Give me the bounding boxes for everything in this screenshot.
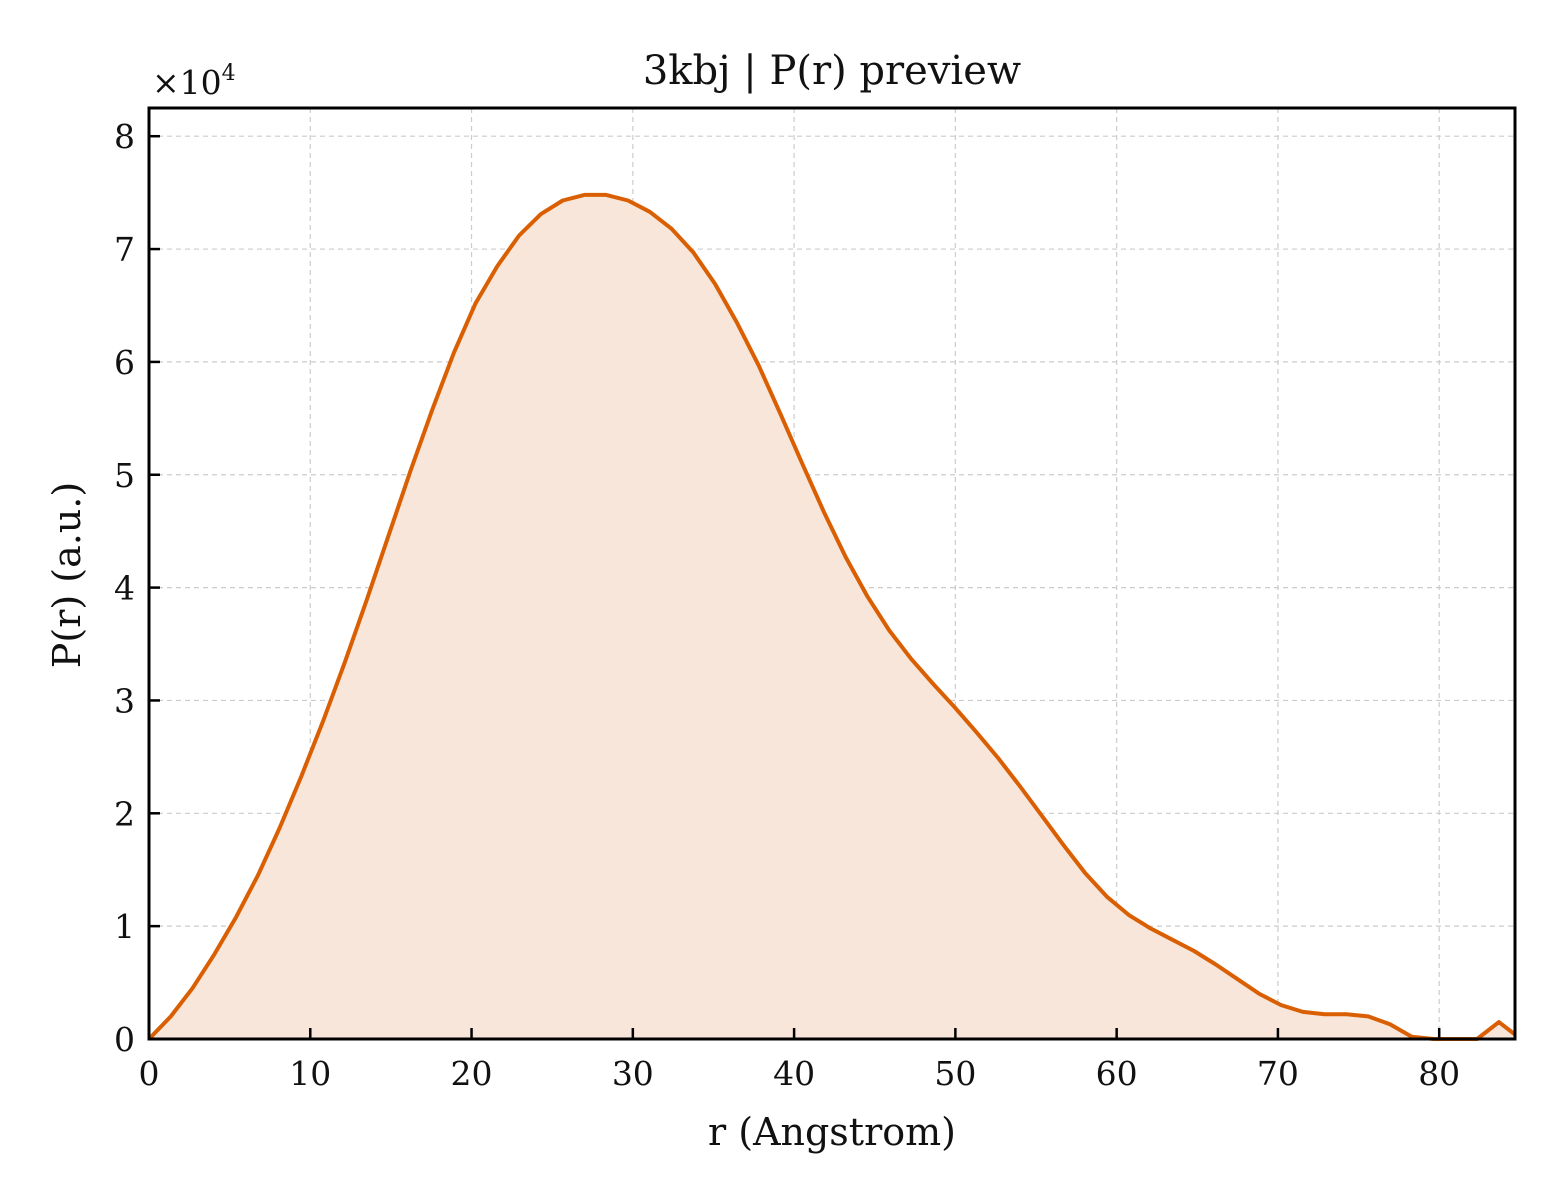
x-tick-label: 40 <box>773 1054 815 1093</box>
y-tick-label: 8 <box>114 117 135 156</box>
y-axis-label: P(r) (a.u.) <box>45 482 89 668</box>
x-tick-label: 20 <box>451 1054 493 1093</box>
x-tick-label: 0 <box>139 1054 160 1093</box>
y-tick-label: 6 <box>114 343 135 382</box>
y-tick-label: 0 <box>114 1020 135 1059</box>
axis-ticks: 0 10 20 30 40 50 60 70 80 0 1 2 3 4 5 6 7 8 <box>114 117 1460 1093</box>
x-tick-label: 30 <box>612 1054 654 1093</box>
pr-area-fill <box>149 194 1515 1039</box>
x-tick-label: 10 <box>289 1054 331 1093</box>
x-tick-label: 60 <box>1096 1054 1138 1093</box>
y-multiplier-base: ×10 <box>152 63 222 102</box>
y-tick-label: 4 <box>114 569 135 608</box>
y-multiplier-exponent: 4 <box>222 61 236 86</box>
chart-title: 3kbj | P(r) preview <box>643 48 1021 94</box>
y-tick-label: 7 <box>114 230 135 269</box>
x-tick-label: 70 <box>1257 1054 1299 1093</box>
y-axis-multiplier: ×104 <box>152 61 236 102</box>
pr-line <box>147 192 1517 1041</box>
x-tick-label: 80 <box>1418 1054 1460 1093</box>
plot-frame <box>147 106 1517 1041</box>
y-tick-label: 2 <box>114 794 135 833</box>
y-tick-label: 1 <box>114 907 135 946</box>
x-tick-label: 50 <box>934 1054 976 1093</box>
y-tick-label: 3 <box>114 681 135 720</box>
x-axis-label: r (Angstrom) <box>708 1110 956 1154</box>
y-tick-label: 5 <box>114 456 135 495</box>
